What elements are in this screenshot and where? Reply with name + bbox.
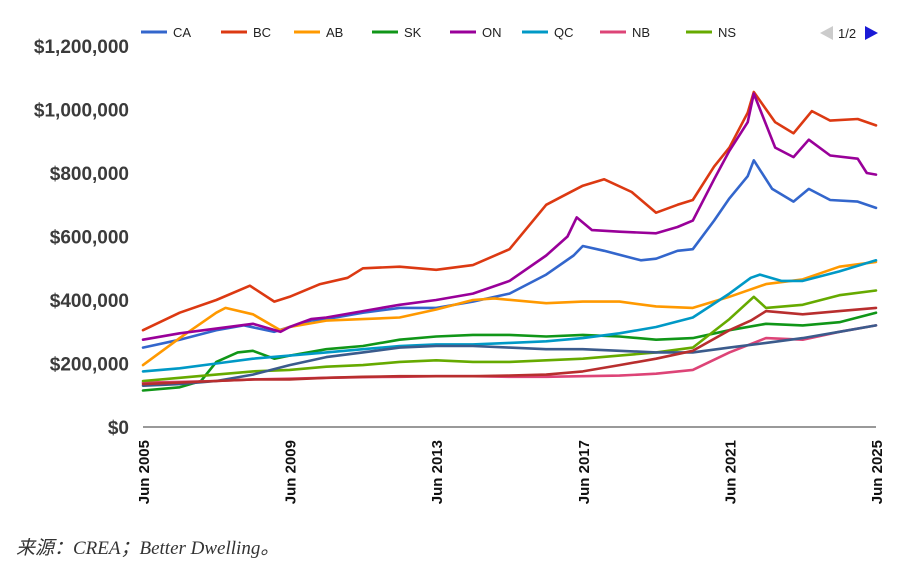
- series-line-qc: [141, 259, 878, 373]
- legend-label-ab[interactable]: AB: [326, 25, 343, 40]
- y-tick-label: $1,000,000: [34, 101, 129, 122]
- legend-label-nb[interactable]: NB: [632, 25, 650, 40]
- y-tick-label: $600,000: [50, 228, 129, 249]
- x-tick-label: Jun 2025: [869, 440, 886, 504]
- series-line-ab: [141, 260, 878, 367]
- pager-page-indicator: 1/2: [838, 26, 856, 41]
- x-tick-label: Jun 2021: [722, 440, 739, 504]
- x-tick-label: Jun 2005: [136, 440, 153, 504]
- legend: CA BC AB SK ON QC NB NS: [141, 25, 736, 40]
- series-line-on: [141, 92, 878, 341]
- x-tick-label: Jun 2017: [576, 440, 593, 504]
- x-tick-label: Jun 2013: [429, 440, 446, 504]
- pager-next-arrow-icon[interactable]: [865, 26, 878, 40]
- x-axis: Jun 2005 Jun 2009 Jun 2013 Jun 2017 Jun 2021…: [136, 426, 886, 504]
- legend-label-bc[interactable]: BC: [253, 25, 271, 40]
- legend-label-qc[interactable]: QC: [554, 25, 574, 40]
- source-note: 来源：CREA；Better Dwelling。: [16, 538, 280, 559]
- legend-pager: 1/2: [820, 26, 878, 41]
- plot-area: [141, 90, 878, 392]
- y-tick-label: $400,000: [50, 291, 129, 312]
- series-line-ca: [141, 159, 878, 349]
- legend-label-on[interactable]: ON: [482, 25, 502, 40]
- y-tick-label: $800,000: [50, 164, 129, 185]
- pager-prev-arrow-icon[interactable]: [820, 26, 833, 40]
- series-line-extra-8: [141, 324, 878, 387]
- line-chart: $0 $200,000 $400,000 $600,000 $800,000 $1,000…: [34, 25, 886, 504]
- legend-label-ns[interactable]: NS: [718, 25, 736, 40]
- x-tick-label: Jun 2009: [283, 440, 300, 504]
- series-line-extra-9: [141, 306, 878, 386]
- legend-label-ca[interactable]: CA: [173, 25, 191, 40]
- series-line-sk: [141, 311, 878, 392]
- legend-label-sk[interactable]: SK: [404, 25, 422, 40]
- y-tick-label: $1,200,000: [34, 37, 129, 58]
- y-tick-label: $200,000: [50, 355, 129, 376]
- y-tick-label: $0: [108, 418, 129, 439]
- y-axis: $0 $200,000 $400,000 $600,000 $800,000 $1,000…: [34, 37, 129, 439]
- series-line-bc: [141, 90, 878, 332]
